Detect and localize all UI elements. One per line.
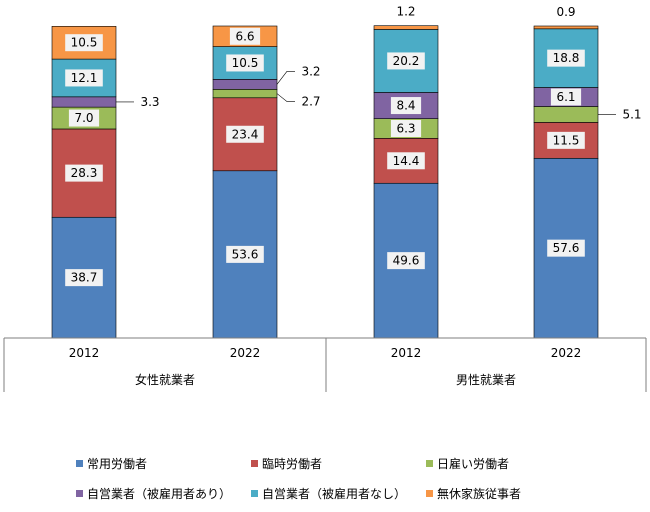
- data-label: 8.4: [396, 99, 415, 113]
- data-label: 53.6: [232, 247, 259, 261]
- category-tick-label: 2022: [230, 346, 261, 360]
- data-label: 2.7: [301, 95, 320, 109]
- category-tick-label: 2012: [69, 346, 100, 360]
- data-label-box: [387, 52, 425, 70]
- data-label-box: [226, 125, 264, 143]
- group-tick-label: 男性就業者: [456, 373, 516, 387]
- data-label: 6.1: [556, 90, 575, 104]
- data-label-box: [390, 97, 422, 115]
- data-label-box: [547, 49, 585, 67]
- data-label: 1.2: [396, 5, 415, 19]
- data-label: 57.6: [553, 241, 580, 255]
- data-label-box: [229, 27, 261, 45]
- data-label: 12.1: [71, 71, 98, 85]
- data-label-box: [65, 164, 103, 182]
- leader-line: [276, 93, 295, 102]
- bar-segment: [373, 92, 439, 119]
- data-label: 23.4: [232, 127, 259, 141]
- leader-line: [276, 71, 295, 85]
- data-label: 28.3: [71, 166, 98, 180]
- bar-segment: [212, 89, 278, 99]
- bar-segment: [373, 25, 439, 30]
- group-tick-label: 女性就業者: [135, 372, 195, 387]
- data-label: 14.4: [393, 154, 420, 168]
- data-label-box: [547, 239, 585, 257]
- data-label: 5.1: [622, 107, 641, 121]
- data-label-box: [65, 269, 103, 287]
- data-label-box: [65, 34, 103, 52]
- data-label: 3.2: [301, 64, 320, 78]
- data-label: 20.2: [393, 54, 420, 68]
- data-label: 3.3: [140, 95, 159, 109]
- data-label-box: [387, 252, 425, 270]
- data-label: 49.6: [393, 254, 420, 268]
- data-label: 10.5: [71, 36, 98, 50]
- data-label-box: [390, 119, 422, 137]
- data-label-box: [68, 109, 100, 127]
- data-label: 0.9: [556, 5, 575, 19]
- data-label-box: [550, 88, 582, 106]
- data-label: 10.5: [232, 56, 259, 70]
- data-label-box: [226, 54, 264, 72]
- data-label: 6.3: [396, 121, 415, 135]
- category-tick-label: 2012: [391, 346, 422, 360]
- bar-segment: [533, 25, 599, 30]
- data-label: 18.8: [553, 51, 580, 65]
- bar-segment: [51, 96, 117, 108]
- data-label-box: [226, 245, 264, 263]
- category-tick-label: 2022: [551, 346, 582, 360]
- data-label: 38.7: [71, 271, 98, 285]
- data-label-box: [387, 152, 425, 170]
- data-label-box: [547, 131, 585, 149]
- data-label: 6.6: [235, 29, 254, 43]
- data-label: 11.5: [553, 133, 580, 147]
- data-label: 7.0: [74, 111, 93, 125]
- bar-segment: [533, 106, 599, 123]
- data-label-box: [65, 69, 103, 87]
- bar-segment: [212, 79, 278, 90]
- bar-segment: [51, 128, 117, 218]
